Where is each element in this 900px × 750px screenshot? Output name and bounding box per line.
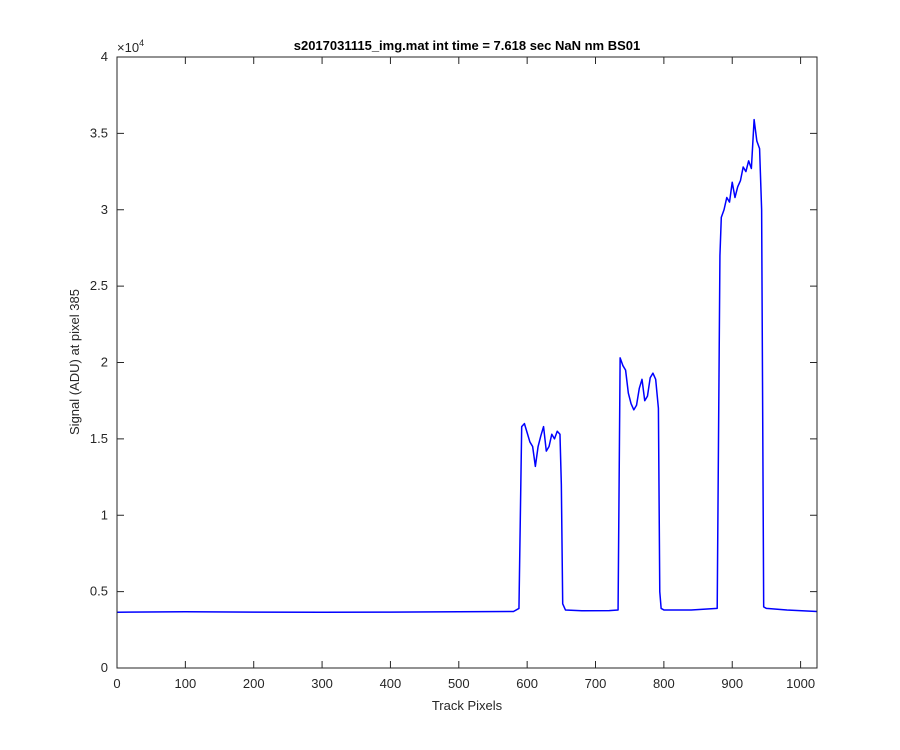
y-exponent-base: ×10: [117, 40, 139, 55]
x-tick-label: 700: [585, 676, 607, 691]
y-tick-label: 2: [101, 355, 108, 370]
y-tick-label: 3: [101, 202, 108, 217]
data-layer: [116, 118, 818, 613]
plot-area: 0 100 200 300 400 500 600 700 800 900 1000 0 0.5 1 1.…: [90, 49, 818, 691]
x-tick-label: 500: [448, 676, 470, 691]
x-tick-label: 800: [653, 676, 675, 691]
y-tick-label: 1: [101, 507, 108, 522]
x-axis-ticks: 0 100 200 300 400 500 600 700 800 900 1000: [113, 57, 815, 691]
x-tick-label: 1000: [786, 676, 815, 691]
plot-background: [117, 57, 817, 668]
y-tick-label: 0: [101, 660, 108, 675]
x-tick-label: 900: [721, 676, 743, 691]
y-tick-label: 4: [101, 49, 108, 64]
x-tick-label: 600: [516, 676, 538, 691]
y-exponent-power: 4: [139, 38, 144, 48]
x-tick-label: 200: [243, 676, 265, 691]
y-tick-label: 3.5: [90, 125, 108, 140]
x-axis-label: Track Pixels: [432, 698, 503, 713]
chart-title: s2017031115_img.mat int time = 7.618 sec…: [294, 38, 641, 53]
y-tick-label: 2.5: [90, 278, 108, 293]
y-axis-ticks: 0 0.5 1 1.5 2 2.5 3 3.5 4: [90, 49, 817, 675]
x-tick-label: 300: [311, 676, 333, 691]
y-exponent-label: ×104: [117, 38, 144, 55]
y-tick-label: 1.5: [90, 431, 108, 446]
y-axis-label: Signal (ADU) at pixel 385: [67, 289, 82, 435]
series-line: [116, 118, 818, 613]
x-tick-label: 400: [380, 676, 402, 691]
x-tick-label: 100: [175, 676, 197, 691]
y-tick-label: 0.5: [90, 584, 108, 599]
x-tick-label: 0: [113, 676, 120, 691]
